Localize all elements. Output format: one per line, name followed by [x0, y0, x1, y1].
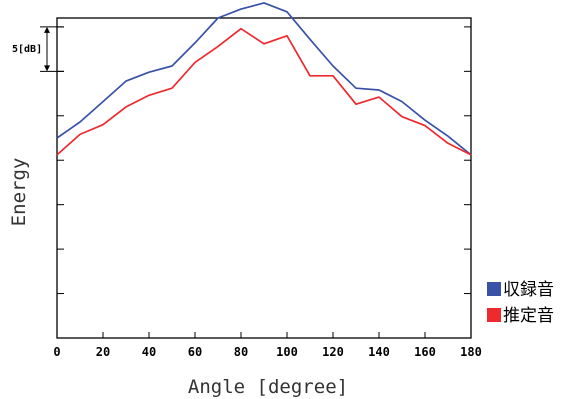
legend-swatch-1	[487, 282, 501, 296]
scale-arrow-down-icon	[44, 65, 50, 72]
x-tick-label: 60	[188, 345, 202, 359]
y-axis-title: Energy	[8, 158, 30, 227]
scale-label: 5[dB]	[12, 44, 42, 55]
x-tick-label: 140	[368, 345, 390, 359]
x-tick-label: 120	[322, 345, 344, 359]
x-tick-label: 0	[53, 345, 60, 359]
legend-label-2: 推定音	[503, 306, 554, 326]
x-axis-title: Angle [degree]	[188, 376, 348, 398]
legend-label-1: 収録音	[503, 280, 554, 300]
series-lines	[56, 2, 472, 156]
y-axis-ticks	[57, 26, 471, 295]
x-tick-label: 20	[96, 345, 110, 359]
scale-annotation: 5[dB]	[12, 26, 64, 72]
legend-swatch-2	[487, 308, 501, 322]
series-line-1	[56, 2, 472, 156]
plot-frame	[56, 17, 472, 339]
x-tick-label: 100	[276, 345, 298, 359]
scale-arrow-up-icon	[44, 26, 50, 33]
x-tick-label: 160	[414, 345, 436, 359]
x-tick-label: 180	[460, 345, 482, 359]
series-line-2	[56, 27, 472, 156]
x-tick-label: 80	[234, 345, 248, 359]
x-axis: 0 20 40 60 80 100 120 140 160 180	[53, 332, 482, 359]
x-tick-label: 40	[142, 345, 156, 359]
